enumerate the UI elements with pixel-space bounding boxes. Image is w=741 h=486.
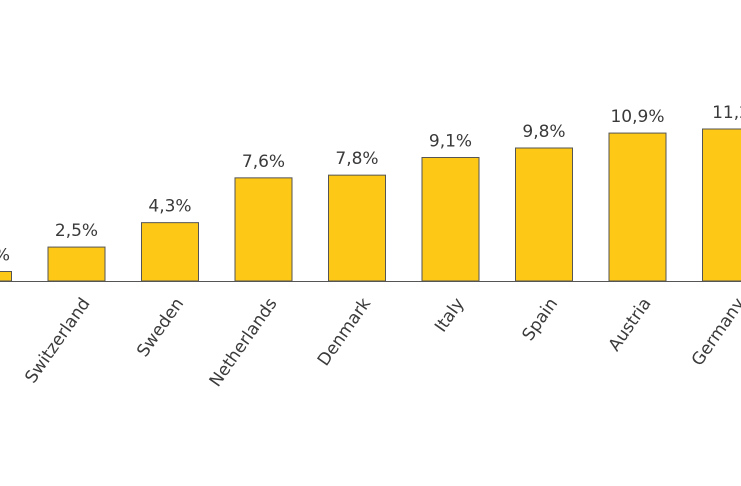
bar-sweden — [141, 222, 199, 282]
value-label: 10,9% — [610, 107, 664, 127]
bar-cropped — [0, 271, 12, 282]
category-label: Austria — [605, 294, 656, 355]
bar-germany — [702, 128, 741, 282]
value-label: 9,8% — [522, 122, 565, 142]
category-label: Netherlands — [206, 294, 282, 390]
category-label: Switzerland — [21, 294, 94, 387]
bar-switzerland — [47, 246, 106, 282]
bar-italy — [421, 157, 480, 282]
bar-netherlands — [234, 177, 293, 282]
value-label: % — [0, 246, 10, 266]
category-label: Denmark — [314, 294, 375, 370]
value-label: 2,5% — [55, 221, 98, 241]
value-label: 4,3% — [148, 197, 191, 217]
category-label: Sweden — [133, 294, 188, 361]
bar-austria — [608, 132, 667, 282]
value-label: 7,6% — [242, 152, 285, 172]
category-label: Italy — [431, 294, 469, 336]
value-label: 9,1% — [429, 132, 472, 152]
bar-spain — [515, 147, 573, 282]
category-labels-layer: Switzerland Sweden Netherlands Denmark Italy… — [21, 294, 741, 390]
value-label: 11,2 — [712, 103, 741, 123]
value-label: 7,8% — [335, 149, 378, 169]
bar-denmark — [328, 174, 386, 282]
category-label: Spain — [518, 294, 562, 344]
category-label: Germany — [688, 294, 741, 369]
value-labels-layer: % 2,5% 4,3% 7,6% 7,8% 9,1% 9,8% 10,9% 11,2 — [0, 103, 741, 266]
bars-layer — [0, 128, 741, 282]
